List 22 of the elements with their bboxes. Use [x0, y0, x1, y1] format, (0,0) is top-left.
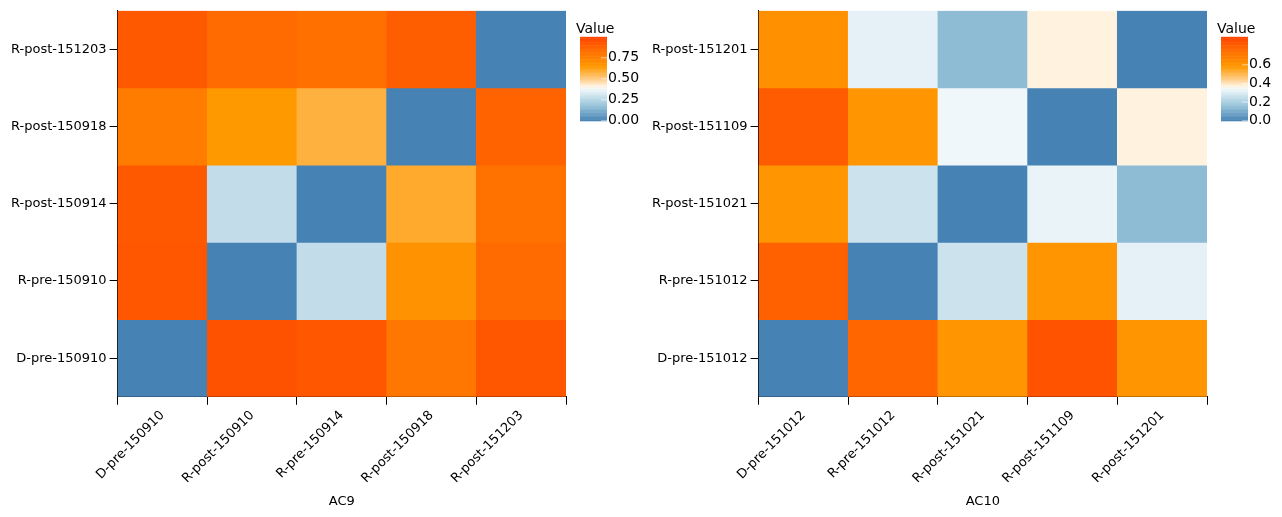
y-tick-label: R-post-151109 — [652, 117, 748, 133]
color-bar-label: 0.4 — [1249, 74, 1272, 91]
y-tick-label: R-post-150914 — [11, 195, 107, 211]
y-tick-label: R-post-151201 — [652, 40, 748, 56]
color-bar-title: Value — [1217, 20, 1256, 37]
color-bar-label: 0.6 — [1249, 55, 1272, 72]
y-tick-label: R-post-150918 — [11, 117, 107, 133]
x-axis-title: AC9 — [328, 492, 355, 508]
color-bar-label: 0.75 — [608, 48, 640, 65]
color-bar-label: 0.0 — [1249, 111, 1272, 128]
y-tick-label: R-post-151021 — [652, 195, 748, 211]
color-bar-label: 0.2 — [1249, 92, 1272, 109]
y-tick-label: D-pre-150910 — [16, 349, 107, 365]
y-tick-label: R-pre-151012 — [658, 272, 748, 288]
y-tick-label: R-pre-150910 — [17, 272, 107, 288]
color-bar-label: 0.50 — [608, 69, 640, 86]
color-bar-label: 0.00 — [608, 111, 640, 128]
y-tick-label: R-post-151203 — [11, 40, 107, 56]
x-axis-title: AC10 — [965, 492, 1000, 508]
color-bar-title: Value — [576, 20, 615, 37]
color-bar-label: 0.25 — [608, 90, 640, 107]
y-tick-label: D-pre-151012 — [657, 349, 748, 365]
